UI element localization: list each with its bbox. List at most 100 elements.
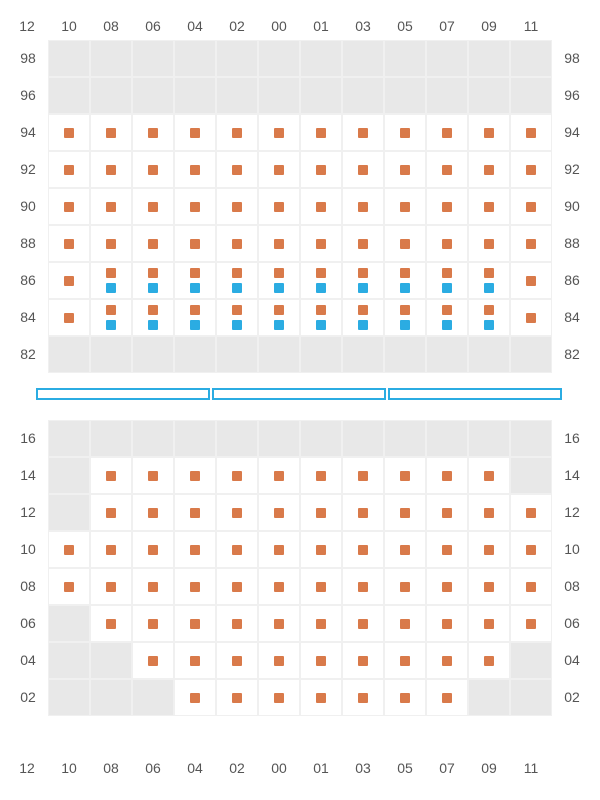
seat-marker-orange — [484, 305, 494, 315]
seat-marker-orange — [484, 508, 494, 518]
row-label: 02 — [558, 679, 586, 716]
seat-marker-blue — [358, 283, 368, 293]
grid-cell — [48, 40, 90, 77]
seat-marker-orange — [484, 128, 494, 138]
bottom-row-labels-right: 1614121008060402 — [558, 420, 586, 716]
seat-marker-orange — [274, 693, 284, 703]
grid-cell — [48, 494, 90, 531]
seat-marker-orange — [526, 128, 536, 138]
row-label: 98 — [14, 40, 42, 77]
grid-cell — [258, 336, 300, 373]
grid-cell — [426, 420, 468, 457]
row-label: 92 — [558, 151, 586, 188]
row-label: 86 — [14, 262, 42, 299]
seat-marker-orange — [148, 165, 158, 175]
seat-marker-orange — [274, 268, 284, 278]
grid-cell — [468, 679, 510, 716]
seat-marker-blue — [190, 283, 200, 293]
seat-marker-blue — [190, 320, 200, 330]
seat-marker-orange — [190, 582, 200, 592]
grid-cell — [258, 77, 300, 114]
top-col-labels: 12100806040200010305070911 — [6, 18, 552, 34]
seat-marker-orange — [274, 508, 284, 518]
seat-marker-orange — [190, 471, 200, 481]
grid-cell — [174, 420, 216, 457]
seat-marker-blue — [442, 283, 452, 293]
seat-marker-orange — [106, 202, 116, 212]
seat-marker-orange — [484, 582, 494, 592]
seat-marker-orange — [316, 305, 326, 315]
seat-marker-blue — [274, 283, 284, 293]
col-label: 08 — [90, 18, 132, 34]
seat-marker-orange — [442, 239, 452, 249]
seat-marker-orange — [232, 202, 242, 212]
seat-marker-orange — [442, 619, 452, 629]
row-label: 86 — [558, 262, 586, 299]
grid-cell — [426, 336, 468, 373]
seat-marker-orange — [232, 619, 242, 629]
divider-segment — [36, 388, 210, 400]
seat-marker-blue — [316, 320, 326, 330]
seat-marker-orange — [274, 305, 284, 315]
seat-marker-orange — [106, 165, 116, 175]
seat-marker-orange — [442, 508, 452, 518]
row-label: 94 — [558, 114, 586, 151]
grid-cell — [132, 420, 174, 457]
grid-cell — [174, 77, 216, 114]
seat-marker-blue — [442, 320, 452, 330]
grid-cell — [90, 642, 132, 679]
row-label: 84 — [14, 299, 42, 336]
seat-marker-orange — [316, 471, 326, 481]
grid-cell — [384, 40, 426, 77]
seat-marker-orange — [484, 202, 494, 212]
grid-cell — [90, 420, 132, 457]
col-label: 05 — [384, 760, 426, 776]
seat-marker-orange — [484, 619, 494, 629]
bottom-col-labels: 12100806040200010305070911 — [6, 760, 552, 776]
grid-cell — [48, 605, 90, 642]
seat-marker-orange — [106, 582, 116, 592]
seat-marker-orange — [442, 128, 452, 138]
seat-marker-orange — [274, 202, 284, 212]
seat-marker-orange — [316, 582, 326, 592]
row-label: 08 — [558, 568, 586, 605]
grid-cell — [384, 77, 426, 114]
seat-marker-orange — [400, 165, 410, 175]
grid-cell — [174, 40, 216, 77]
seat-marker-orange — [526, 202, 536, 212]
seat-marker-orange — [400, 508, 410, 518]
col-label: 01 — [300, 18, 342, 34]
seat-marker-orange — [64, 313, 74, 323]
seat-marker-orange — [316, 268, 326, 278]
seat-marker-orange — [190, 693, 200, 703]
row-label: 12 — [14, 494, 42, 531]
seat-marker-orange — [232, 693, 242, 703]
seat-marker-orange — [64, 202, 74, 212]
col-label: 06 — [132, 18, 174, 34]
seat-marker-orange — [484, 656, 494, 666]
seat-marker-orange — [358, 268, 368, 278]
grid-cell — [468, 420, 510, 457]
seat-marker-orange — [358, 545, 368, 555]
seat-marker-orange — [316, 619, 326, 629]
seat-marker-orange — [148, 656, 158, 666]
col-label: 07 — [426, 760, 468, 776]
grid-cell — [342, 420, 384, 457]
seat-marker-orange — [442, 165, 452, 175]
seat-marker-orange — [442, 582, 452, 592]
seat-marker-orange — [190, 545, 200, 555]
row-label: 14 — [558, 457, 586, 494]
seat-marker-orange — [64, 239, 74, 249]
seat-marker-orange — [484, 239, 494, 249]
grid-cell — [216, 336, 258, 373]
row-label: 04 — [558, 642, 586, 679]
seat-marker-orange — [232, 471, 242, 481]
seat-marker-orange — [526, 239, 536, 249]
seat-marker-orange — [400, 202, 410, 212]
grid-cell — [258, 420, 300, 457]
seat-marker-orange — [358, 471, 368, 481]
seat-marker-blue — [232, 320, 242, 330]
seat-marker-orange — [442, 305, 452, 315]
seat-marker-orange — [190, 508, 200, 518]
seat-marker-orange — [64, 128, 74, 138]
